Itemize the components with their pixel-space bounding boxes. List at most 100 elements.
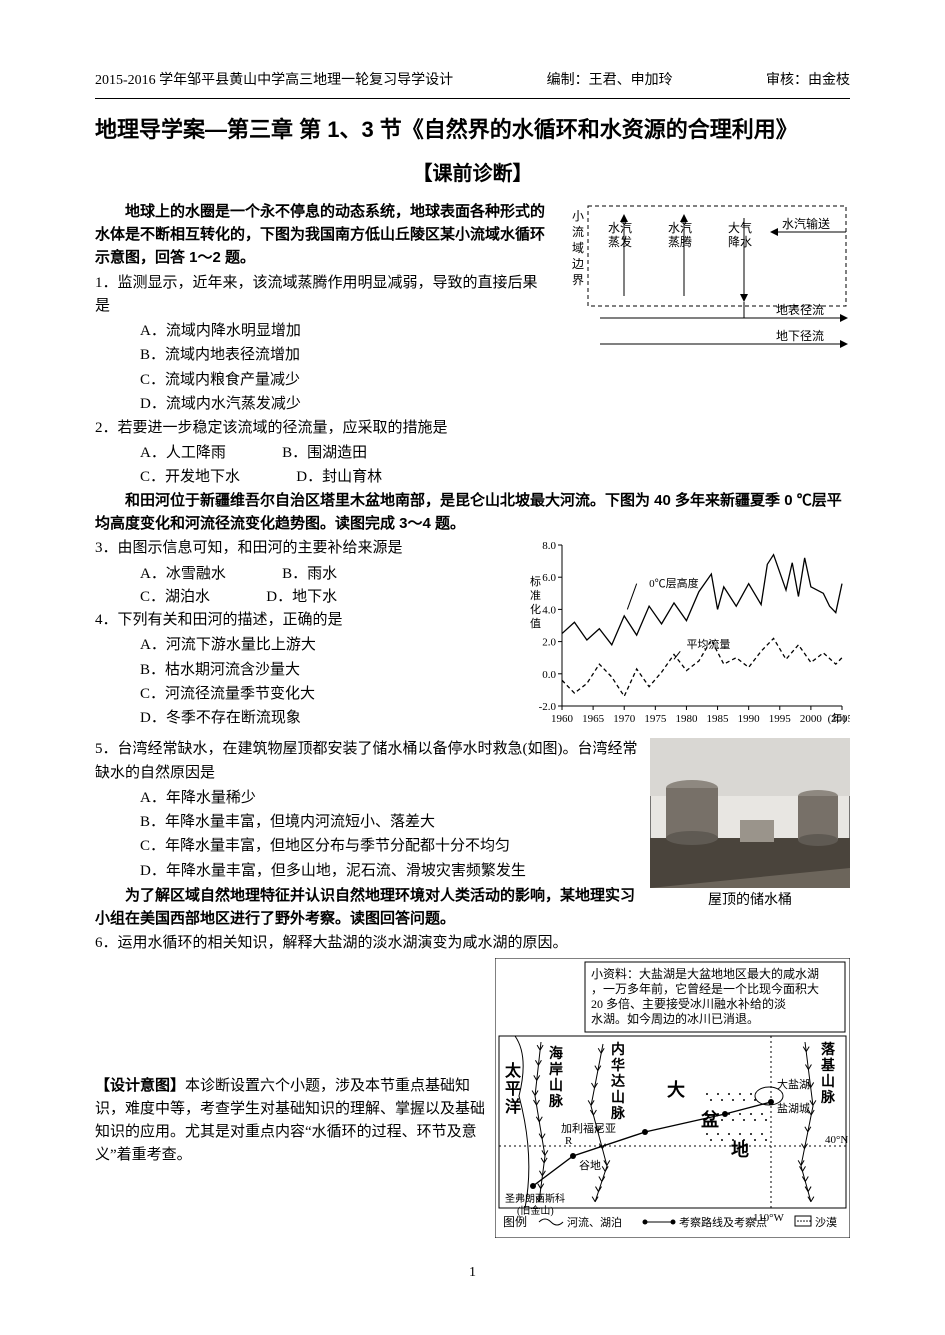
svg-text:圣弗朗西斯科: 圣弗朗西斯科 (505, 1192, 565, 1205)
svg-text:1960: 1960 (551, 713, 574, 725)
q6-block: 6．运用水循环的相关知识，解释大盐湖的淡水湖演变为咸水湖的原因。 小资料：大盐湖… (95, 932, 850, 1243)
q5-block: 屋顶的储水桶 5．台湾经常缺水，在建筑物屋顶都安装了储水桶以备停水时救急(如图)… (95, 738, 850, 932)
svg-text:8.0: 8.0 (542, 540, 556, 552)
svg-text:R: R (565, 1135, 573, 1147)
svg-text:1970: 1970 (613, 713, 636, 725)
q1-D: D．流域内水汽蒸发减少 (140, 393, 850, 416)
svg-text:沙漠: 沙漠 (815, 1216, 837, 1229)
svg-text:蒸腾: 蒸腾 (668, 234, 692, 249)
svg-text:谷地: 谷地 (579, 1159, 601, 1172)
svg-text:落: 落 (821, 1041, 836, 1058)
svg-text:洋: 洋 (505, 1097, 521, 1116)
svg-text:-2.0: -2.0 (539, 701, 557, 713)
svg-text:大盐湖: 大盐湖 (777, 1077, 810, 1091)
q2-stem: 2．若要进一步稳定该流域的径流量，应采取的措施是 (95, 417, 850, 440)
svg-text:加利福尼亚: 加利福尼亚 (561, 1121, 616, 1135)
svg-text:地表径流: 地表径流 (776, 303, 824, 317)
svg-text:平: 平 (505, 1080, 521, 1098)
q3-A: A．冰雪融水 (140, 563, 226, 586)
svg-text:化: 化 (530, 602, 541, 616)
svg-text:脉: 脉 (820, 1089, 836, 1106)
svg-text:界: 界 (572, 273, 584, 287)
svg-text:达: 达 (611, 1073, 625, 1090)
svg-text:准: 准 (530, 589, 541, 602)
document-title: 地理导学案—第三章 第 1、3 节《自然界的水循环和水资源的合理利用》 (95, 113, 850, 147)
q2-A: A．人工降雨 (140, 442, 226, 465)
svg-text:边: 边 (572, 257, 584, 271)
header-left: 2015-2016 学年邹平县黄山中学高三地理一轮复习导学设计 (95, 70, 453, 92)
q2-options: A．人工降雨 B．围湖造田 C．开发地下水 D．封山育林 (95, 442, 850, 489)
water-cycle-diagram: 小 流 域 边 界 水汽 蒸发 水汽 蒸腾 大气 降水 水汽输送 (560, 200, 850, 355)
svg-text:水汽: 水汽 (668, 220, 692, 235)
svg-text:降水: 降水 (728, 235, 752, 249)
svg-text:水汽输送: 水汽输送 (782, 216, 830, 231)
svg-text:水汽: 水汽 (608, 220, 632, 235)
trend-chart: -2.00.02.04.06.08.0196019651970197519801… (520, 537, 850, 732)
header-middle: 编制：王君、申加玲 (547, 70, 673, 92)
section-diagnosis-title: 【课前诊断】 (95, 159, 850, 190)
header-rule (95, 98, 850, 99)
svg-text:水湖。如今周边的冰川已消退。: 水湖。如今周边的冰川已消退。 (591, 1011, 759, 1026)
q3-C: C．湖泊水 (140, 586, 210, 609)
svg-text:太: 太 (504, 1061, 522, 1080)
svg-text:考察路线及考察点: 考察路线及考察点 (679, 1215, 767, 1229)
intro-block-2: 和田河位于新疆维吾尔自治区塔里木盆地南部，是昆仑山北坡最大河流。下图为 40 多… (95, 489, 850, 739)
svg-text:40°N: 40°N (825, 1134, 848, 1146)
svg-text:大: 大 (667, 1079, 695, 1100)
svg-text:山: 山 (611, 1090, 625, 1106)
svg-text:流: 流 (572, 225, 584, 239)
saltlake-map: 小资料：大盐湖是大盆地地区最大的咸水湖，一万多年前，它曾经是一个比现今面积大 2… (495, 958, 850, 1238)
photo-caption: 屋顶的储水桶 (650, 890, 850, 912)
svg-text:小资料：大盐湖是大盆地地区最大的咸水湖: 小资料：大盐湖是大盆地地区最大的咸水湖 (591, 966, 819, 981)
svg-text:2000: 2000 (800, 713, 823, 725)
page-header: 2015-2016 学年邹平县黄山中学高三地理一轮复习导学设计 编制：王君、申加… (95, 70, 850, 92)
svg-text:基: 基 (821, 1057, 836, 1074)
svg-text:华: 华 (611, 1057, 625, 1074)
svg-text:海: 海 (549, 1045, 563, 1062)
intro2-text: 和田河位于新疆维吾尔自治区塔里木盆地南部，是昆仑山北坡最大河流。下图为 40 多… (95, 489, 850, 536)
svg-text:山: 山 (821, 1074, 835, 1090)
svg-text:脉: 脉 (548, 1093, 564, 1110)
svg-text:0.0: 0.0 (542, 669, 556, 681)
header-right: 审核：由金枝 (766, 70, 850, 92)
svg-text:1975: 1975 (644, 713, 667, 725)
svg-text:地: 地 (731, 1139, 749, 1160)
svg-text:盐湖城: 盐湖城 (777, 1102, 810, 1115)
svg-text:1990: 1990 (738, 713, 761, 725)
q6-stem: 6．运用水循环的相关知识，解释大盐湖的淡水湖演变为咸水湖的原因。 (95, 932, 850, 955)
design-intent-label: 【设计意图】 (95, 1077, 185, 1094)
svg-text:4.0: 4.0 (542, 605, 556, 617)
q3-D: D．地下水 (266, 586, 337, 609)
svg-text:山: 山 (549, 1078, 563, 1094)
svg-text:蒸发: 蒸发 (608, 234, 632, 249)
svg-text:平均流量: 平均流量 (686, 637, 730, 651)
svg-text:盆: 盆 (701, 1109, 720, 1130)
svg-text:0℃层高度: 0℃层高度 (649, 576, 699, 590)
svg-text:内: 内 (611, 1041, 625, 1058)
svg-text:，一万多年前，它曾经是一个比现今面积大: ，一万多年前，它曾经是一个比现今面积大 (591, 981, 819, 996)
intro-block-1: 小 流 域 边 界 水汽 蒸发 水汽 蒸腾 大气 降水 水汽输送 (95, 200, 850, 489)
svg-text:1980: 1980 (675, 713, 698, 725)
svg-text:(年): (年) (828, 711, 847, 725)
svg-text:6.0: 6.0 (542, 572, 556, 584)
svg-text:小: 小 (572, 209, 584, 223)
svg-text:标: 标 (530, 574, 541, 588)
q2-B: B．围湖造田 (282, 442, 367, 465)
svg-text:域: 域 (572, 241, 584, 255)
svg-text:河流、湖泊: 河流、湖泊 (567, 1215, 622, 1229)
svg-text:大气: 大气 (728, 220, 752, 235)
q2-C: C．开发地下水 (140, 466, 240, 489)
svg-text:1995: 1995 (769, 713, 792, 725)
svg-text:岸: 岸 (549, 1061, 563, 1078)
svg-text:图例: 图例 (503, 1215, 527, 1229)
svg-text:值: 值 (530, 617, 541, 630)
q1-C: C．流域内粮食产量减少 (140, 369, 850, 392)
svg-text:1985: 1985 (707, 713, 730, 725)
rooftop-tank-photo: 屋顶的储水桶 (650, 738, 850, 912)
svg-text:20 多倍、主要接受冰川融水补给的淡: 20 多倍、主要接受冰川融水补给的淡 (591, 996, 786, 1011)
q2-D: D．封山育林 (296, 466, 382, 489)
svg-text:脉: 脉 (610, 1105, 626, 1122)
q3-B: B．雨水 (282, 563, 337, 586)
page-number: 1 (95, 1262, 850, 1284)
svg-text:1965: 1965 (582, 713, 605, 725)
